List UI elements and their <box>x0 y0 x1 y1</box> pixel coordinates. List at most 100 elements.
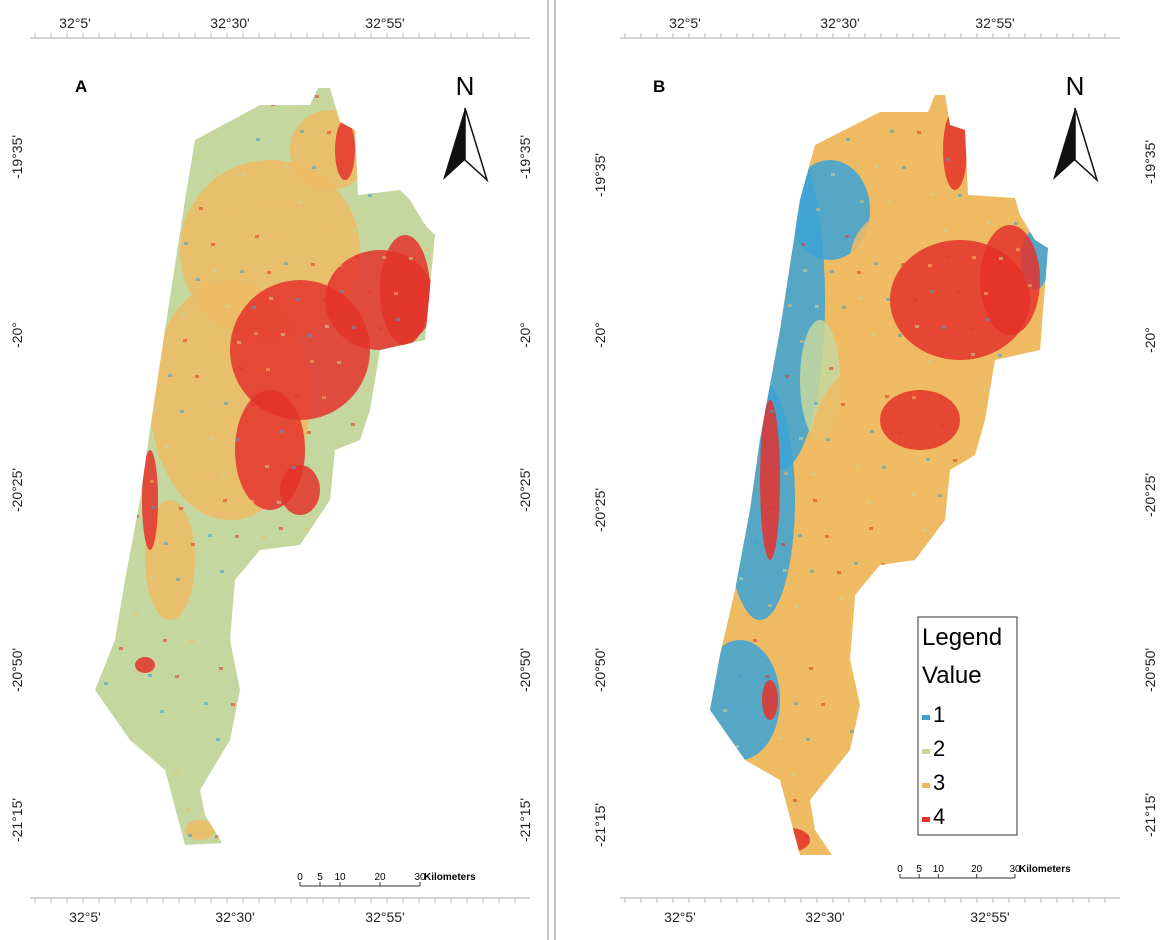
speckle <box>251 403 255 406</box>
speckle <box>401 813 405 816</box>
speckle <box>381 353 385 356</box>
speckle <box>159 807 163 810</box>
speckle <box>413 849 417 852</box>
speckle <box>223 499 227 502</box>
speckle <box>255 235 259 238</box>
speckle <box>241 173 245 176</box>
speckle <box>259 827 263 830</box>
speckle <box>852 536 856 539</box>
speckle <box>147 771 151 774</box>
speckle <box>315 95 319 98</box>
speckle <box>906 758 910 761</box>
lat-label: -21°15' <box>9 798 25 842</box>
speckle <box>713 479 717 482</box>
speckle <box>261 633 265 636</box>
speckle <box>398 124 402 127</box>
land-patch <box>145 500 195 620</box>
speckle <box>913 299 917 302</box>
speckle <box>337 361 341 364</box>
legend-label: 4 <box>933 804 945 829</box>
speckle <box>125 285 129 288</box>
speckle <box>743 409 747 412</box>
speckle <box>692 116 696 119</box>
speckle <box>867 501 871 504</box>
speckle <box>976 848 980 851</box>
speckle <box>732 276 736 279</box>
speckle <box>310 360 314 363</box>
speckle <box>837 571 841 574</box>
speckle <box>761 843 765 846</box>
speckle <box>332 626 336 629</box>
land-patch <box>880 390 960 450</box>
speckle <box>788 304 792 307</box>
speckle <box>287 731 291 734</box>
speckle <box>174 772 178 775</box>
speckle <box>333 529 337 532</box>
speckle <box>796 508 800 511</box>
speckle <box>327 131 331 134</box>
speckle <box>925 555 929 558</box>
land-patch <box>725 380 795 620</box>
speckle <box>967 521 971 524</box>
speckle <box>851 633 855 636</box>
speckle <box>289 757 293 760</box>
land-patch <box>290 110 370 190</box>
speckle <box>362 556 366 559</box>
lon-label: 32°55' <box>365 909 404 925</box>
speckle <box>776 808 780 811</box>
speckle <box>196 278 200 281</box>
speckle <box>328 794 332 797</box>
speckle <box>205 605 209 608</box>
speckle <box>383 159 387 162</box>
speckle <box>803 269 807 272</box>
speckle <box>200 110 204 113</box>
speckle <box>890 130 894 133</box>
speckle <box>753 639 757 642</box>
speckle <box>778 834 782 837</box>
legend-label: 1 <box>933 702 945 727</box>
speckle <box>231 703 235 706</box>
speckle <box>135 515 139 518</box>
speckle <box>432 646 435 649</box>
speckle <box>272 766 276 769</box>
map-panel: 32°5' 32°30' 32°55' 32°5' 32°30' 32°55' -19°35… <box>592 15 1158 925</box>
speckle <box>953 459 957 462</box>
land-patch <box>770 828 810 852</box>
speckle <box>113 249 117 252</box>
speckle <box>274 792 278 795</box>
speckle <box>880 660 884 663</box>
speckle <box>712 576 716 579</box>
speckle <box>722 806 726 809</box>
speckle <box>876 828 880 831</box>
speckle <box>173 109 177 112</box>
scale-label: 20 <box>971 864 983 875</box>
speckle <box>402 716 406 719</box>
lat-label: -20° <box>9 322 25 348</box>
speckle <box>771 313 775 316</box>
speckle <box>780 640 784 643</box>
speckle <box>850 730 854 733</box>
speckle <box>313 829 317 832</box>
speckle <box>155 215 159 218</box>
speckle <box>204 702 208 705</box>
speckle <box>982 486 986 489</box>
speckle <box>737 771 741 774</box>
speckle <box>357 821 361 824</box>
speckle <box>417 681 421 684</box>
speckle <box>734 842 738 845</box>
speckle <box>723 709 727 712</box>
speckle <box>819 137 823 140</box>
speckle <box>864 792 868 795</box>
scale-label: 30 <box>414 872 426 883</box>
speckle <box>764 772 768 775</box>
speckle <box>784 472 788 475</box>
speckle <box>729 347 733 350</box>
speckle <box>434 452 435 455</box>
speckle <box>345 785 349 788</box>
speckle <box>870 430 874 433</box>
speckle <box>798 534 802 537</box>
speckle <box>316 758 320 761</box>
speckle <box>710 841 711 844</box>
speckle <box>927 361 931 364</box>
lon-label: 32°5' <box>669 15 701 31</box>
